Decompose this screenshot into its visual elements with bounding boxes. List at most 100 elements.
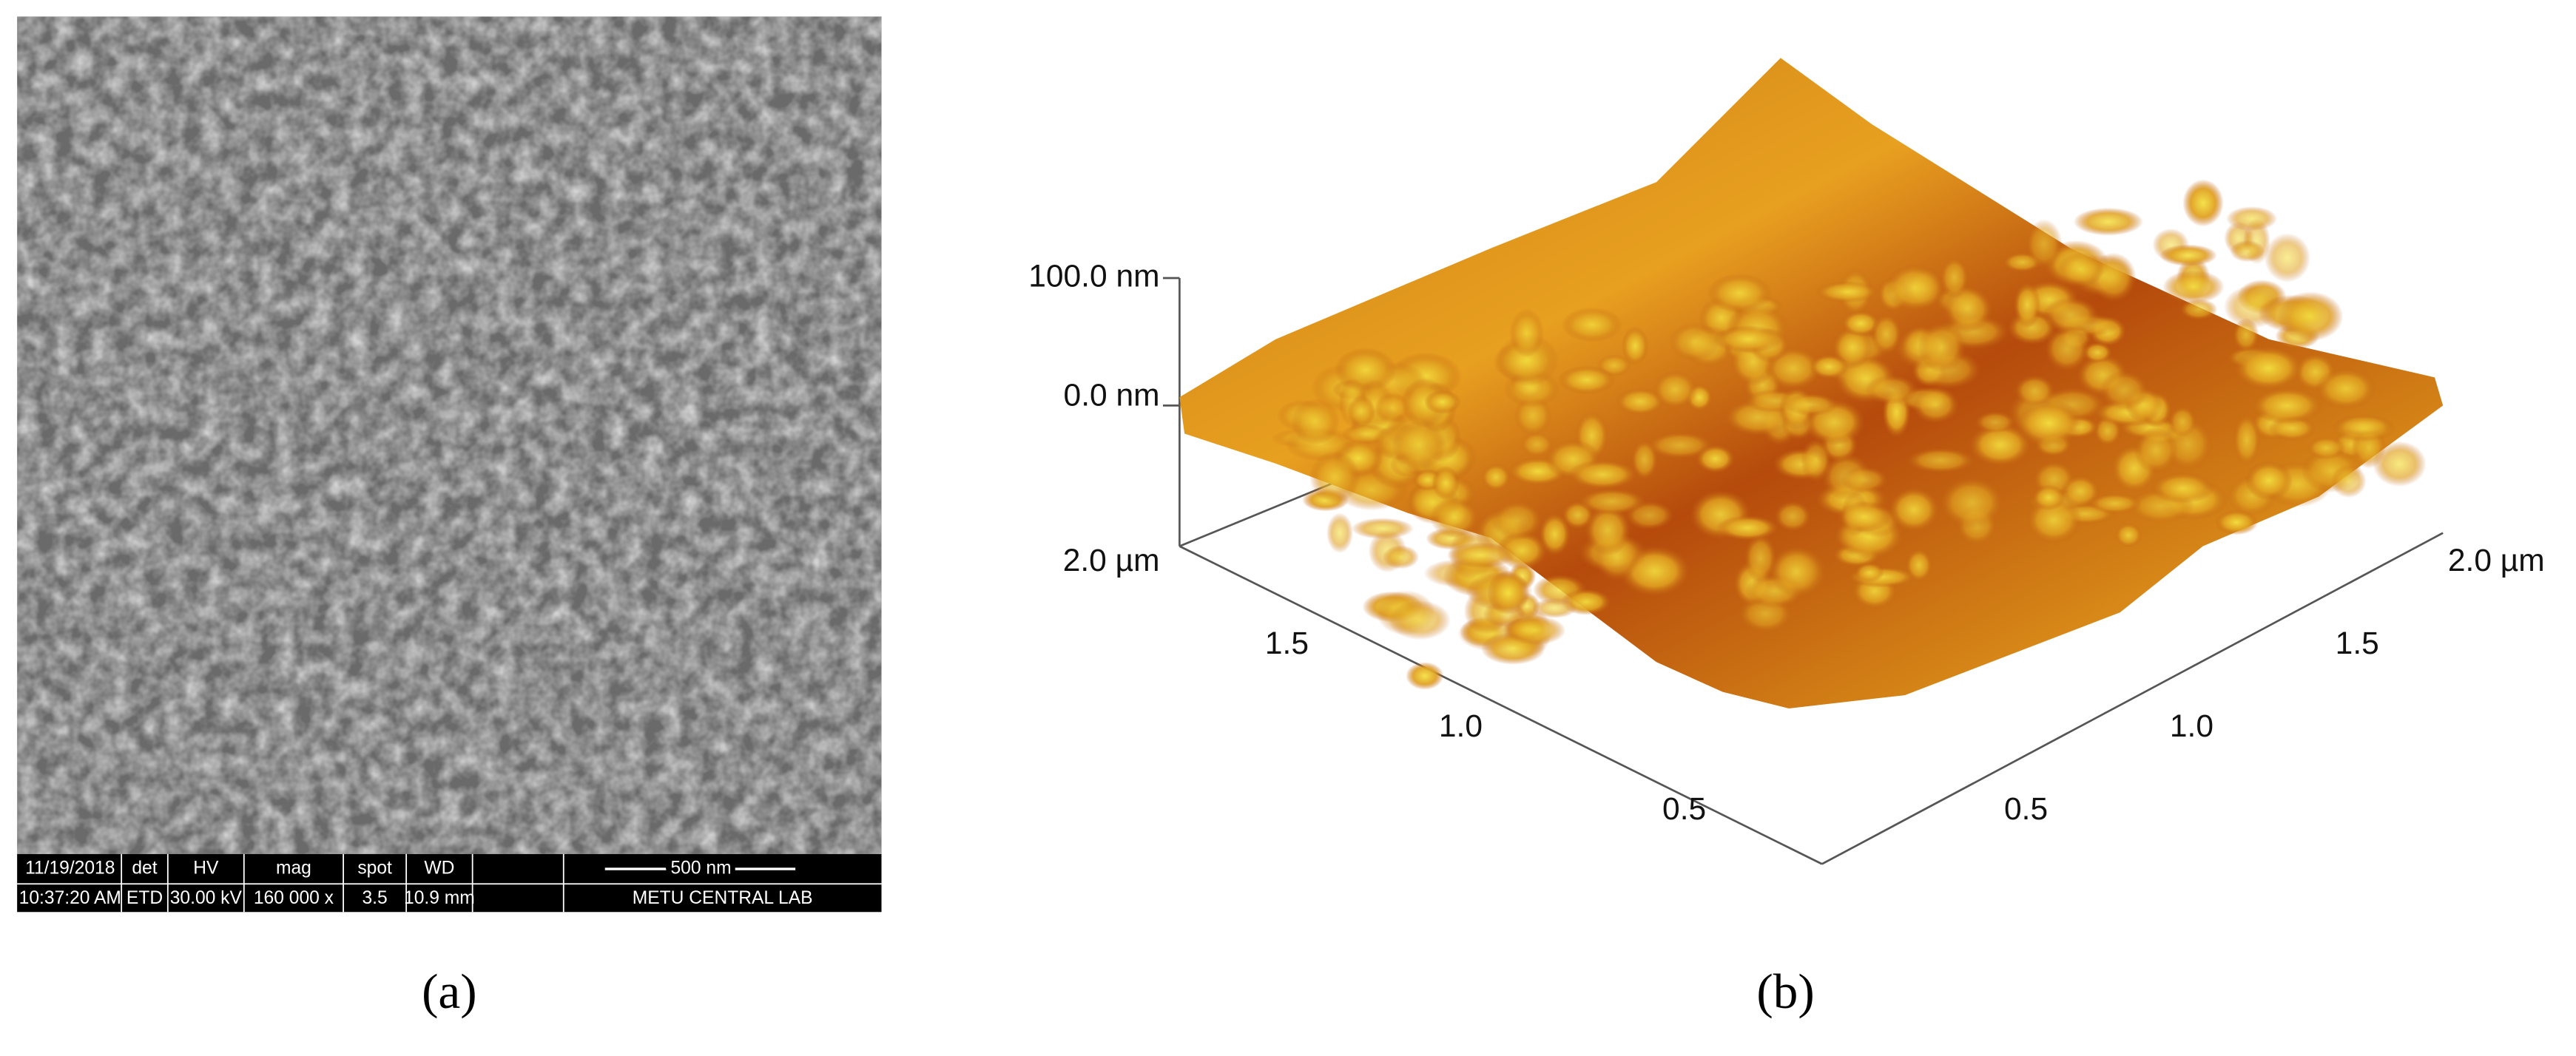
- peak: [1631, 439, 1658, 481]
- peak: [1716, 515, 1779, 541]
- peak: [2013, 282, 2041, 328]
- peak: [1940, 257, 1969, 299]
- peak: [2057, 251, 2105, 287]
- info-value: 10:37:20 AM: [19, 888, 121, 908]
- peak: [1326, 512, 1354, 553]
- peak: [1809, 354, 1850, 379]
- info-header: det: [132, 859, 157, 879]
- peak: [1837, 501, 1892, 533]
- peak: [1646, 431, 1714, 459]
- peak: [1906, 447, 1975, 473]
- afm-peaks: [1270, 179, 2427, 690]
- peak: [1939, 476, 2005, 529]
- peak: [2014, 375, 2055, 407]
- peak: [1291, 398, 1341, 445]
- info-bar: 500 nm METU CENTRAL LAB 11/19/2018 det HV m…: [17, 853, 882, 913]
- peak: [2330, 416, 2397, 442]
- peak: [2151, 472, 2215, 504]
- peak: [2179, 298, 2218, 320]
- peak: [2232, 318, 2259, 352]
- afm-labels: 100.0 nm 0.0 nm 2.0 µm 1.5 1.0 0.5 2.0 µm 1.5 1.…: [1028, 259, 2544, 827]
- peak: [2044, 325, 2090, 372]
- peak: [2233, 345, 2304, 390]
- peak: [1429, 497, 1480, 538]
- info-header: mag: [276, 859, 311, 879]
- peak: [1621, 326, 1649, 366]
- info-header: WD: [424, 859, 454, 879]
- z-tick-label: 0.0 nm: [1064, 378, 1160, 413]
- peak: [1406, 662, 1444, 690]
- right-tick-label: 0.5: [2004, 792, 2048, 827]
- peak: [2159, 244, 2217, 267]
- right-tick-label: 2.0 µm: [2448, 544, 2545, 578]
- scale-bar-label: 500 nm: [670, 859, 731, 879]
- peak: [1532, 598, 1577, 618]
- peak: [1491, 500, 1543, 541]
- peak: [1347, 395, 1376, 427]
- peak: [1918, 321, 1966, 373]
- peak: [2245, 460, 2293, 501]
- peak: [1871, 313, 1902, 355]
- peak: [2373, 441, 2427, 487]
- peak: [1446, 542, 1517, 569]
- peak: [2214, 510, 2259, 535]
- left-tick-label: 0.5: [1662, 792, 1706, 827]
- info-value: 3.5: [362, 888, 387, 908]
- peak: [1864, 375, 1918, 405]
- peak: [1783, 393, 1839, 416]
- peak: [1969, 423, 2032, 467]
- peak: [2307, 436, 2346, 460]
- left-axis: [1179, 545, 1823, 865]
- peak: [1503, 615, 1566, 646]
- peak: [1713, 325, 1784, 353]
- peak: [1481, 463, 1511, 492]
- peak: [2168, 405, 2197, 438]
- lab-name: METU CENTRAL LAB: [633, 888, 813, 908]
- peak: [1423, 390, 1461, 414]
- peak: [1841, 466, 1889, 493]
- peak: [1707, 273, 1773, 314]
- peak: [2100, 370, 2149, 410]
- peak: [1432, 465, 1460, 501]
- peak: [1885, 263, 1944, 312]
- peak: [2162, 270, 2225, 304]
- sem-texture: [17, 16, 882, 854]
- peak: [1815, 280, 1880, 303]
- left-tick-label: 1.0: [1439, 709, 1483, 744]
- peak: [1382, 545, 1420, 569]
- sem-panel: 500 nm METU CENTRAL LAB 11/19/2018 det HV m…: [17, 16, 882, 1019]
- info-value: ETD: [127, 888, 163, 908]
- peak: [2182, 179, 2224, 227]
- peak: [2083, 342, 2113, 363]
- peak: [2264, 233, 2311, 282]
- z-tick-label: 100.0 nm: [1028, 259, 1159, 294]
- peak: [2233, 413, 2261, 467]
- info-value: 160 000 x: [254, 888, 334, 908]
- peak: [1841, 310, 1881, 337]
- peak: [1905, 548, 1933, 583]
- panel-label: (a): [422, 964, 477, 1019]
- left-tick-label: 1.5: [1265, 626, 1309, 661]
- peak: [1652, 370, 1698, 409]
- peak: [1351, 518, 1415, 540]
- peak: [1744, 533, 1777, 583]
- peak: [2250, 387, 2324, 424]
- peak: [2015, 399, 2083, 448]
- panel-label: (b): [1756, 964, 1814, 1019]
- peak: [2060, 475, 2100, 508]
- peak: [1770, 546, 1821, 598]
- peak: [2330, 464, 2367, 498]
- peak: [1615, 387, 1665, 416]
- peak: [1520, 431, 1554, 458]
- peak: [1389, 600, 1451, 640]
- peak: [1888, 487, 1940, 532]
- peak: [1539, 512, 1571, 556]
- peak: [1854, 562, 1885, 583]
- peak: [1567, 459, 1639, 490]
- peak: [2088, 493, 2142, 514]
- peak: [1584, 504, 1631, 556]
- peak: [2114, 522, 2142, 548]
- right-tick-label: 1.0: [2170, 709, 2213, 744]
